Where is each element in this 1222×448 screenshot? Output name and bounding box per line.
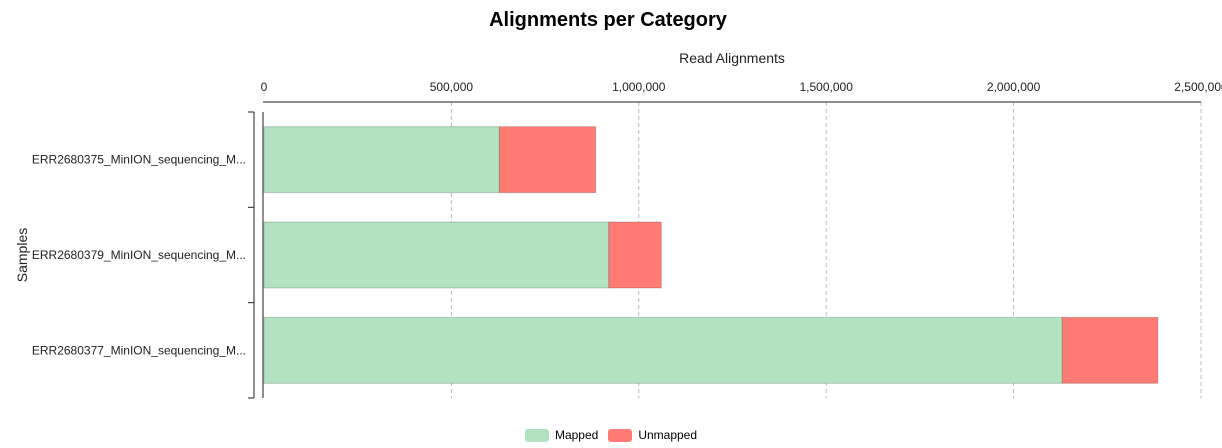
y-tick-label: ERR2680375_MinION_sequencing_M...: [32, 153, 246, 167]
bar-unmapped: [498, 126, 597, 194]
legend-item-unmapped[interactable]: Unmapped: [608, 428, 697, 442]
y-tick-label: ERR2680377_MinION_sequencing_M...: [32, 343, 246, 357]
bar-mapped: [263, 221, 610, 289]
y-axis-title: Samples: [14, 228, 30, 282]
chart-title: Alignments per Category: [489, 9, 728, 31]
x-axis-title: Read Alignments: [679, 50, 785, 66]
x-tick-label: 0: [261, 80, 268, 94]
legend-item-mapped[interactable]: Mapped: [524, 428, 599, 442]
x-tick-label: 1,000,000: [612, 80, 666, 94]
chart: Alignments per Category Read Alignments …: [14, 9, 1222, 399]
x-tick-label: 2,000,000: [987, 80, 1041, 94]
bar-mapped: [263, 126, 500, 194]
bar-unmapped: [1061, 316, 1159, 384]
legend-label-unmapped: Unmapped: [638, 428, 698, 442]
legend: Mapped Unmapped: [0, 428, 1222, 442]
bar-mapped: [263, 316, 1063, 384]
x-tick-label: 1,500,000: [800, 80, 854, 94]
legend-swatch-mapped: [524, 428, 549, 442]
x-tick-label: 2,500,000: [1174, 80, 1222, 94]
axes: 0 500,000 1,000,000 1,500,000 2,000,000 2,500…: [32, 80, 1222, 399]
y-tick-label: ERR2680379_MinION_sequencing_M...: [32, 248, 246, 262]
bars: [263, 126, 1159, 384]
legend-swatch-unmapped: [608, 428, 633, 442]
legend-label-mapped: Mapped: [554, 428, 599, 442]
x-tick-label: 500,000: [430, 80, 474, 94]
bar-unmapped: [608, 221, 662, 289]
